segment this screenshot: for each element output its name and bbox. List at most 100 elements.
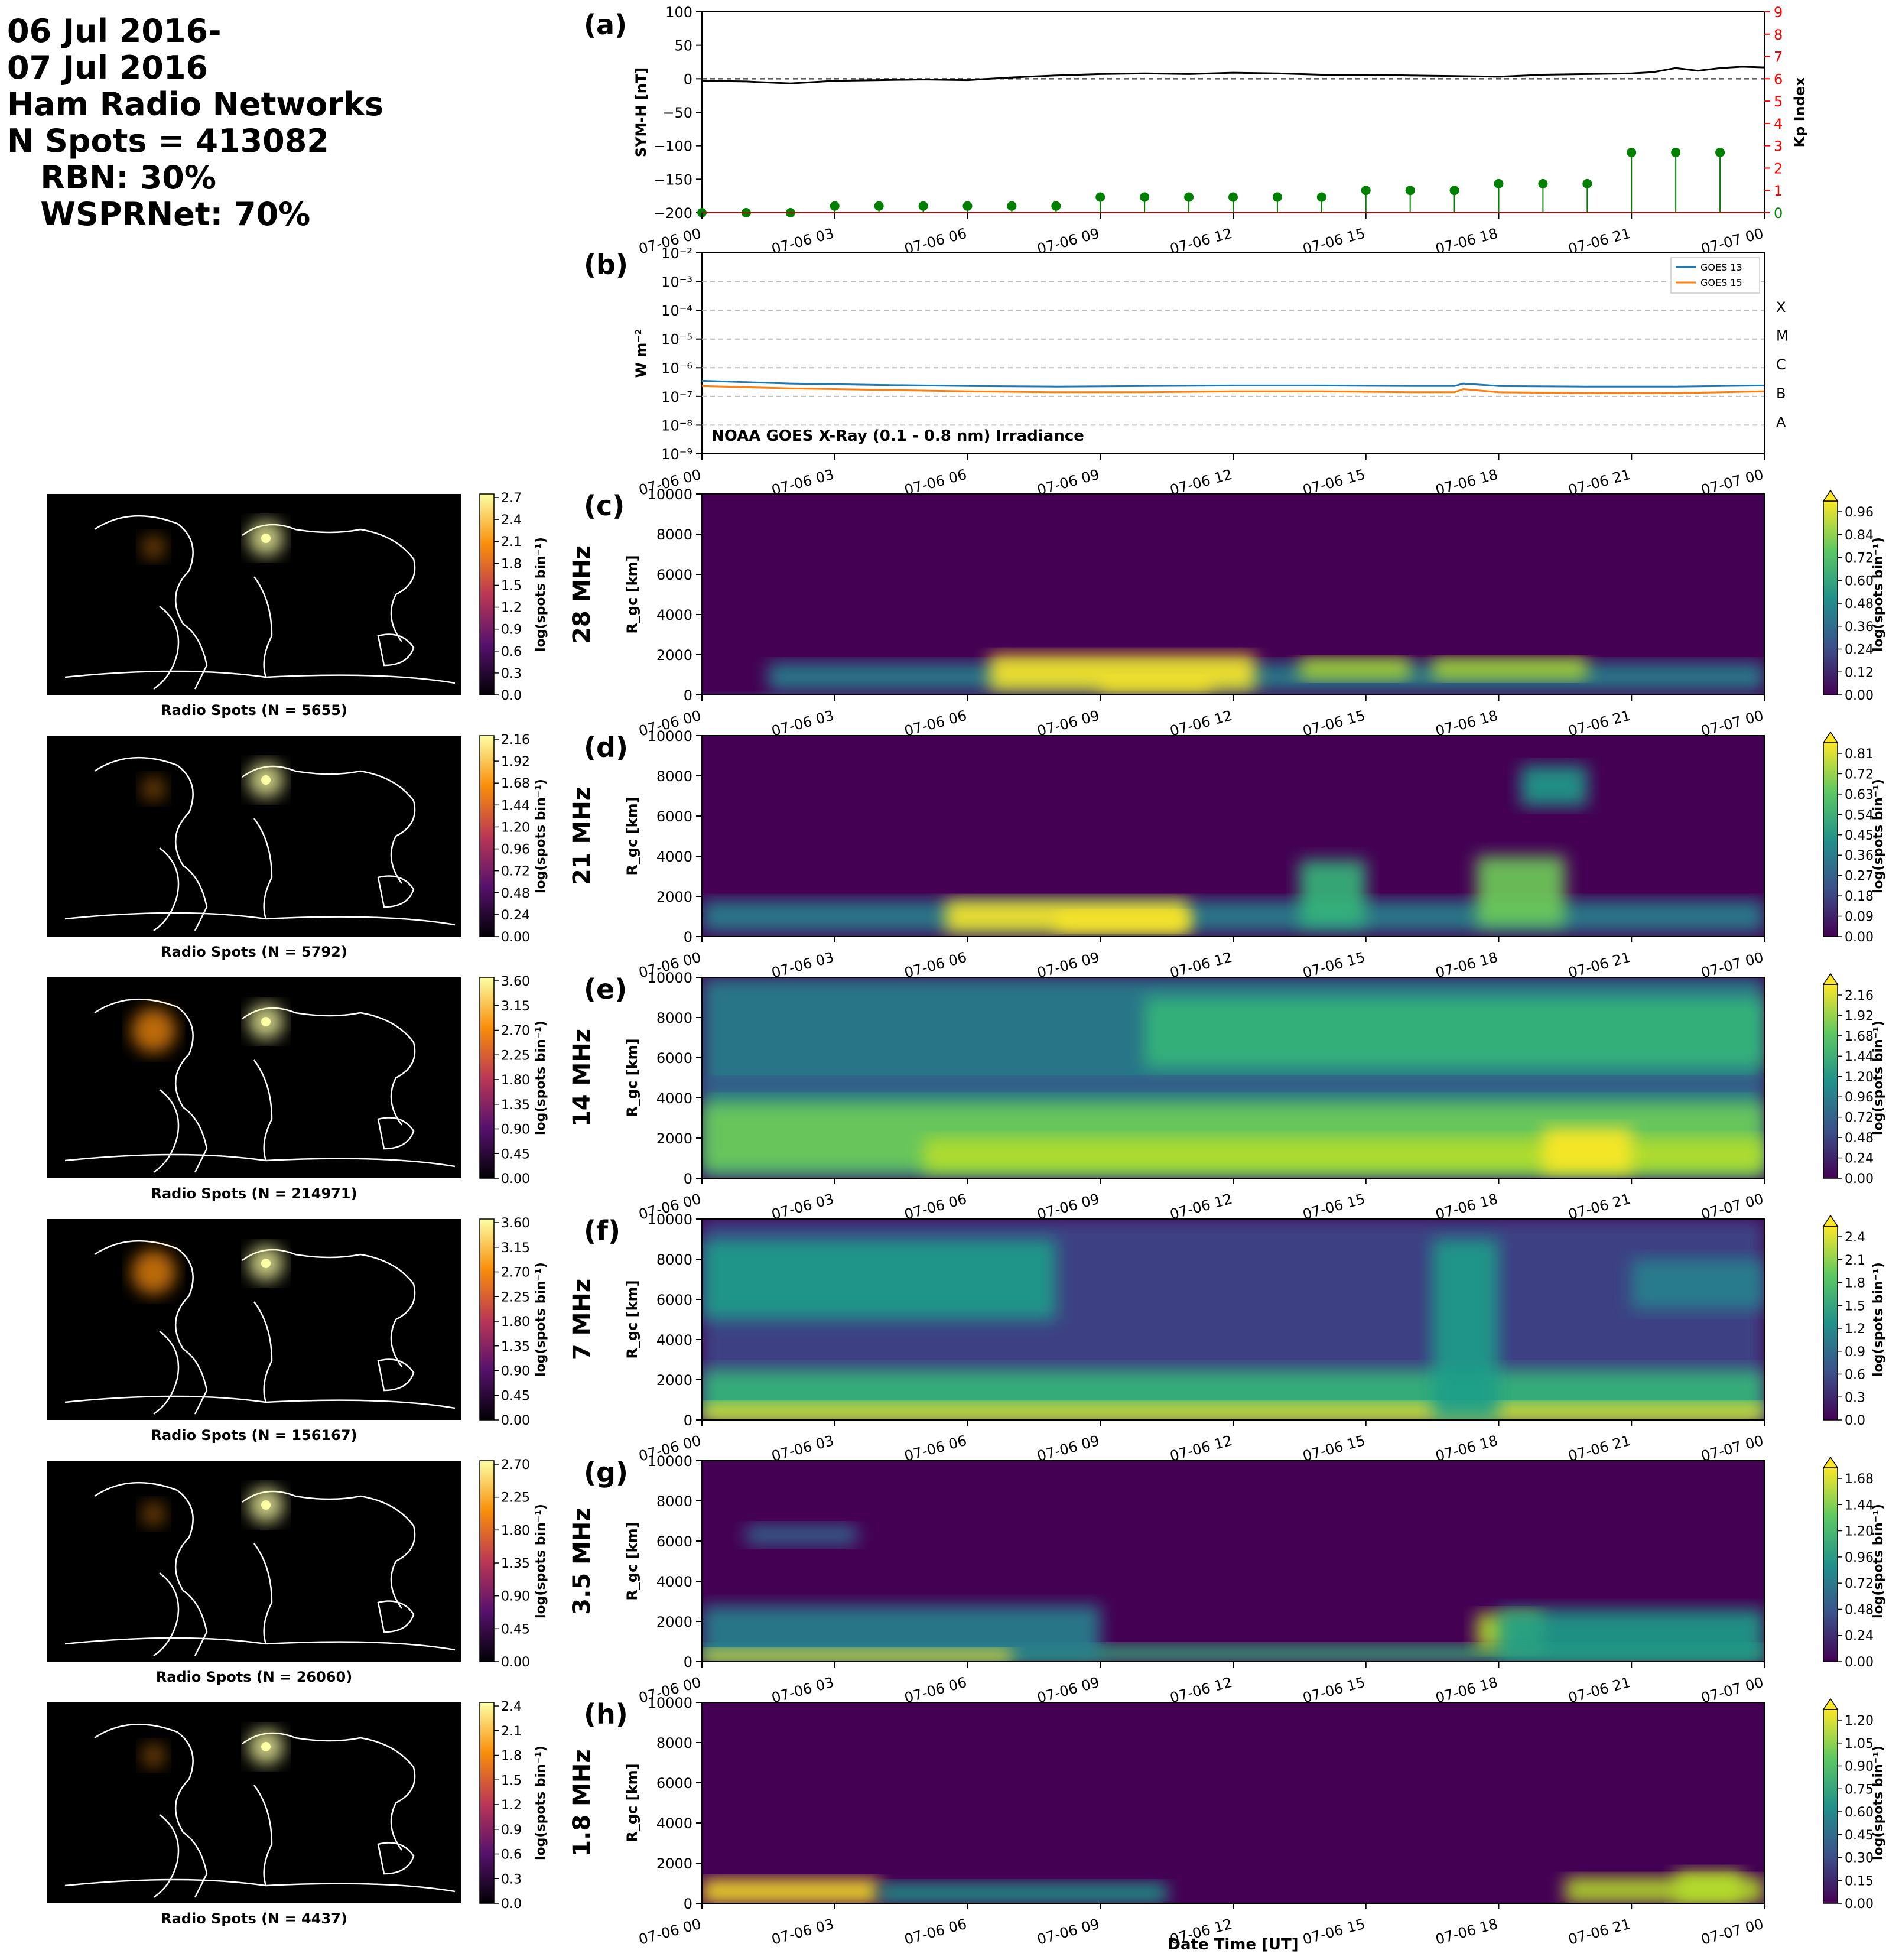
heatmap-region xyxy=(923,1138,1764,1172)
cbar-tick-label: 2.25 xyxy=(501,1290,530,1305)
cbar-tick-label: 0.00 xyxy=(1845,1897,1874,1912)
cbar-tick-label: 1.44 xyxy=(501,798,530,813)
cbar-tick-label: 3.60 xyxy=(501,1216,530,1231)
cbar-tick-label: 0.09 xyxy=(1845,910,1874,925)
cbar-tick-label: 0.90 xyxy=(501,1590,530,1604)
x-tick-label: 07-06 06 xyxy=(903,1916,968,1948)
y-tick-label: −50 xyxy=(662,105,692,121)
x-tick-label: 07-06 21 xyxy=(1566,949,1632,981)
y-tick-label: 10000 xyxy=(648,1211,692,1228)
y-tick-label: 4000 xyxy=(656,607,692,623)
cbar-tick-label: 0.00 xyxy=(501,930,530,945)
y2-tick-label: 6 xyxy=(1774,71,1783,87)
map-colorbar xyxy=(479,1218,495,1421)
kp-point xyxy=(1538,178,1548,188)
world-map xyxy=(47,1219,461,1420)
cbar-tick-label: 0.9 xyxy=(1845,1345,1865,1360)
y-tick-label: 0 xyxy=(684,71,692,87)
kp-point xyxy=(962,201,973,211)
cbar-tick-label: 2.70 xyxy=(501,1266,530,1280)
y2-tick-label: 8 xyxy=(1774,27,1783,43)
kp-point xyxy=(1715,148,1725,157)
x-tick-label: 07-06 00 xyxy=(637,1916,703,1948)
band-label: 14 MHz xyxy=(568,1029,596,1127)
cbar-tick-label: 0.81 xyxy=(1845,747,1874,762)
cbar-tick-label: 1.5 xyxy=(1845,1299,1865,1314)
heatmap-region xyxy=(702,1078,1764,1090)
y-tick-label: 2000 xyxy=(656,1130,692,1147)
cbar-tick-label: 0.0 xyxy=(1845,1413,1865,1428)
x-tick-label: 07-06 06 xyxy=(903,949,968,981)
kp-point xyxy=(1228,192,1238,202)
map-title: Radio Spots (N = 5792) xyxy=(161,944,347,960)
header-line: RBN: 30% xyxy=(7,159,216,196)
cbar-tick-label: 0.0 xyxy=(501,1897,522,1912)
x-tick-label: 07-06 15 xyxy=(1301,707,1367,740)
heatmap-colorbar-label: log(spots bin⁻¹) xyxy=(1871,779,1886,893)
x-tick-label: 07-06 15 xyxy=(1301,1191,1367,1223)
heatmap-background xyxy=(702,1702,1764,1903)
spot-peak-eu xyxy=(261,1742,271,1751)
cbar-tick-label: 0.72 xyxy=(1845,767,1874,782)
panel-a-frame xyxy=(701,11,1765,213)
cbar-tick-label: 0.15 xyxy=(1845,1874,1874,1889)
cbar-tick-label: 1.68 xyxy=(501,776,530,791)
flare-class-label: C xyxy=(1776,356,1786,373)
cbar-tick-label: 0.18 xyxy=(1845,889,1874,904)
y2-tick-label: 3 xyxy=(1774,138,1783,155)
spot-peak-eu xyxy=(261,1500,271,1510)
heatmap-region xyxy=(702,1879,879,1903)
goes-line xyxy=(701,385,1765,394)
cbar-tick-label: 0.3 xyxy=(1845,1390,1865,1405)
x-tick-label: 07-07 00 xyxy=(1699,949,1765,981)
legend-entry: GOES 15 xyxy=(1700,277,1742,288)
x-tick-label: 07-06 21 xyxy=(1566,707,1632,740)
cbar-tick-label: 0.24 xyxy=(1845,1629,1874,1644)
x-tick-label: 07-06 06 xyxy=(903,1432,968,1465)
cbar-tick-label: 0.36 xyxy=(1845,849,1874,863)
cbar-tick-label: 2.16 xyxy=(501,733,530,747)
heatmap-region xyxy=(702,691,1764,695)
map-colorbar-label: log(spots bin⁻¹) xyxy=(534,1262,548,1377)
x-tick-label: 07-06 15 xyxy=(1301,1432,1367,1465)
kp-point xyxy=(1140,192,1150,202)
coastline xyxy=(64,998,456,1174)
kp-point xyxy=(830,201,840,211)
x-tick-label: 07-06 06 xyxy=(903,1191,968,1223)
cbar-tick-label: 0.6 xyxy=(501,1848,522,1863)
y-axis-label: R_gc [km] xyxy=(624,1522,640,1600)
x-tick-label: 07-06 03 xyxy=(770,1674,835,1707)
cbar-tick-label: 0.9 xyxy=(501,623,522,638)
cbar-tick-label: 1.80 xyxy=(501,1073,530,1088)
coastline xyxy=(64,1481,456,1657)
map-colorbar xyxy=(479,493,495,695)
map-colorbar xyxy=(479,977,495,1179)
y-tick-label: 0 xyxy=(684,929,692,945)
y-tick-label: 100 xyxy=(665,4,692,21)
kp-point xyxy=(1671,148,1681,157)
cbar-tick-label: 0.00 xyxy=(1845,688,1874,703)
spot-cluster-na xyxy=(141,776,167,802)
cbar-tick-label: 0.3 xyxy=(501,667,522,681)
cbar-tick-label: 0.27 xyxy=(1845,869,1874,884)
heatmap-colorbar xyxy=(1823,1709,1838,1904)
cbar-tick-label: 0.75 xyxy=(1845,1782,1874,1797)
map-colorbar-label: log(spots bin⁻¹) xyxy=(534,779,548,893)
coastline xyxy=(64,1240,456,1415)
x-tick-label: 07-07 00 xyxy=(1699,1432,1765,1465)
spot-cluster-na xyxy=(141,534,167,560)
legend-entry: GOES 13 xyxy=(1700,262,1742,273)
cbar-tick-label: 1.5 xyxy=(501,1773,522,1788)
heatmap-region xyxy=(1520,766,1588,806)
x-tick-label: 07-06 18 xyxy=(1434,949,1500,981)
kp-point xyxy=(1405,186,1415,196)
cbar-tick-label: 0.72 xyxy=(1845,551,1874,566)
x-tick-label: 07-06 12 xyxy=(1168,949,1234,981)
flare-class-label: B xyxy=(1776,385,1786,402)
cbar-tick-label: 1.2 xyxy=(501,601,522,616)
x-tick-label: 07-06 12 xyxy=(1168,1191,1234,1223)
header-line: 06 Jul 2016- xyxy=(7,12,222,50)
x-tick-label: 07-07 00 xyxy=(1699,707,1765,740)
band-label: 3.5 MHz xyxy=(568,1507,596,1614)
